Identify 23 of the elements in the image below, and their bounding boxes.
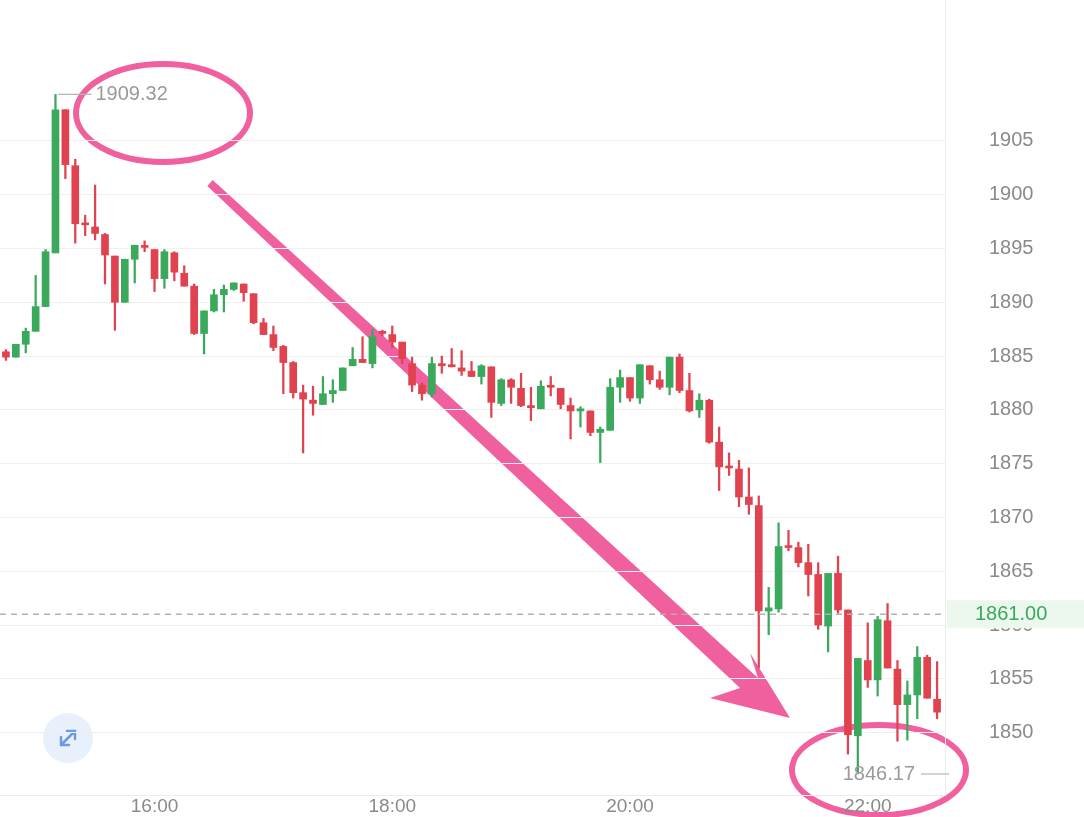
- y-tick-label: 1885: [989, 343, 1034, 366]
- y-tick-label: 1875: [989, 451, 1034, 474]
- y-tick-label: 1880: [989, 397, 1034, 420]
- y-tick-label: 1865: [989, 558, 1034, 581]
- y-tick-label: 1895: [989, 236, 1034, 259]
- y-tick-label: 1900: [989, 182, 1034, 205]
- annotation: 1909.32: [95, 81, 168, 104]
- candlestick: [140, 240, 149, 253]
- candlestick: [566, 397, 575, 440]
- candlestick: [358, 336, 367, 363]
- y-tick-label: 1870: [989, 504, 1034, 527]
- y-tick-label: 1855: [989, 666, 1034, 689]
- y-tick-label: 1905: [989, 128, 1034, 151]
- x-tick-label: 16:00: [130, 794, 179, 816]
- ref-line-label: 1861.00: [975, 601, 1048, 624]
- y-tick-label: 1850: [989, 720, 1034, 743]
- x-tick-label: 20:00: [606, 794, 654, 816]
- candlestick: [784, 530, 793, 552]
- x-tick-label: 18:00: [368, 794, 417, 816]
- candlestick: [576, 406, 585, 428]
- y-tick-label: 1890: [989, 289, 1034, 312]
- x-tick-label: 22:00: [843, 794, 892, 816]
- annotation: 1846.17: [842, 761, 915, 784]
